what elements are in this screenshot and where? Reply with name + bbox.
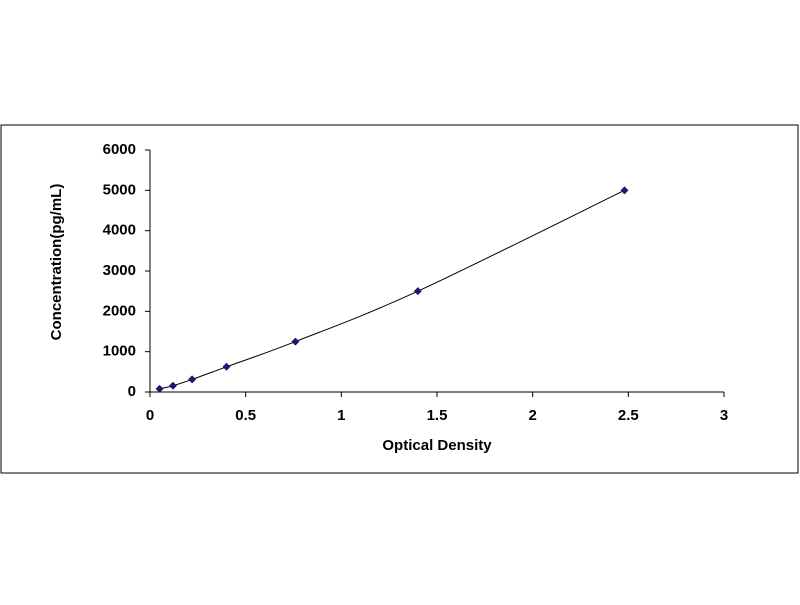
y-tick-label: 4000 xyxy=(103,222,136,239)
x-tick-label: 2 xyxy=(528,407,536,424)
y-tick-label: 5000 xyxy=(103,181,136,198)
data-point xyxy=(168,381,177,390)
y-axis-label: Concentration(pg/mL) xyxy=(48,184,65,341)
x-axis-label: Optical Density xyxy=(382,437,492,454)
y-tick-label: 0 xyxy=(128,383,136,400)
x-tick-label: 0.5 xyxy=(235,407,256,424)
y-tick-label: 2000 xyxy=(103,302,136,319)
fit-curve xyxy=(159,189,625,390)
x-tick-label: 1.5 xyxy=(427,407,448,424)
chart-frame xyxy=(0,124,799,474)
data-point xyxy=(620,186,629,195)
x-tick-label: 0 xyxy=(146,407,154,424)
data-point xyxy=(413,287,422,296)
y-tick-label: 6000 xyxy=(103,141,136,158)
x-tick-label: 2.5 xyxy=(618,407,639,424)
y-tick-label: 3000 xyxy=(103,262,136,279)
y-tick-label: 1000 xyxy=(103,343,136,360)
x-tick-label: 1 xyxy=(337,407,345,424)
x-tick-label: 3 xyxy=(720,407,728,424)
data-point xyxy=(155,384,164,393)
data-point xyxy=(291,337,300,346)
data-point xyxy=(188,375,197,384)
data-point xyxy=(222,362,231,371)
